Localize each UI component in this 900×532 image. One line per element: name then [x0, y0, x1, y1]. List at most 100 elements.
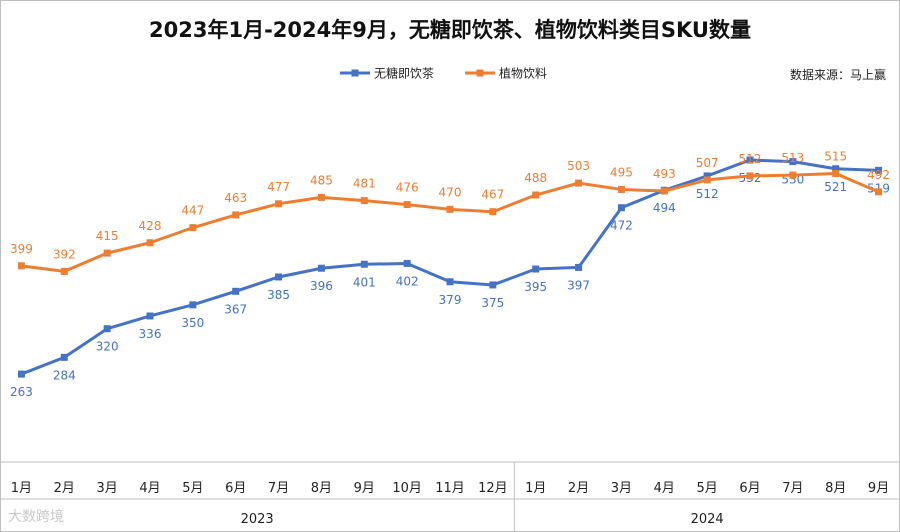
data-point	[17, 262, 25, 270]
data-point	[403, 259, 411, 267]
data-point	[532, 265, 540, 273]
data-label: 396	[310, 279, 333, 293]
data-label: 467	[481, 188, 504, 202]
data-point	[875, 188, 883, 196]
data-label: 503	[567, 159, 590, 173]
data-label: 379	[439, 293, 462, 307]
x-tick-label: 6月	[225, 481, 246, 496]
data-point	[17, 370, 25, 378]
data-point	[146, 312, 154, 320]
data-source-note: 数据来源：马上赢	[789, 68, 886, 82]
x-tick-label: 12月	[478, 481, 508, 496]
x-tick-label: 6月	[739, 481, 760, 496]
x-tick-label: 8月	[311, 481, 332, 496]
legend-swatch-marker	[351, 69, 359, 77]
chart-title: 2023年1月-2024年9月，无糖即饮茶、植物饮料类目SKU数量	[149, 18, 751, 42]
data-point	[360, 260, 368, 268]
data-point	[275, 273, 283, 281]
data-point	[703, 176, 711, 184]
data-label: 399	[10, 242, 33, 256]
data-point	[617, 185, 625, 193]
data-point	[446, 278, 454, 286]
data-point	[832, 170, 840, 178]
data-label: 392	[53, 247, 76, 261]
data-label: 493	[653, 167, 676, 181]
x-tick-label: 10月	[392, 481, 422, 496]
data-point	[575, 263, 583, 271]
data-label: 470	[439, 185, 462, 199]
x-tick-label: 1月	[525, 481, 546, 496]
data-label: 512	[739, 152, 762, 166]
data-point	[746, 156, 754, 164]
data-point	[617, 204, 625, 212]
x-tick-label: 8月	[825, 481, 846, 496]
data-label: 521	[824, 180, 847, 194]
data-label: 385	[267, 288, 290, 302]
data-label: 428	[139, 219, 162, 233]
x-year-label: 2023	[241, 512, 274, 527]
data-label: 401	[353, 275, 376, 289]
data-label: 488	[524, 171, 547, 185]
data-point	[189, 224, 197, 232]
data-label: 284	[53, 368, 76, 382]
data-point	[189, 301, 197, 309]
data-label: 375	[481, 296, 504, 310]
legend-label: 植物饮料	[499, 66, 547, 81]
data-label: 367	[224, 302, 247, 316]
data-point	[575, 179, 583, 187]
data-point	[746, 172, 754, 180]
x-tick-label: 5月	[182, 481, 203, 496]
data-point	[232, 287, 240, 295]
x-tick-label: 11月	[435, 481, 465, 496]
watermark-text: 大数跨境	[8, 509, 64, 525]
data-point	[103, 249, 111, 257]
data-point	[875, 166, 883, 174]
x-tick-label: 9月	[354, 481, 375, 496]
data-point	[832, 165, 840, 173]
x-tick-label: 4月	[139, 481, 160, 496]
data-point	[360, 197, 368, 205]
data-label: 447	[181, 204, 204, 218]
data-label: 485	[310, 173, 333, 187]
data-label: 492	[867, 168, 890, 182]
data-label: 495	[610, 165, 633, 179]
data-label: 350	[181, 316, 204, 330]
data-label: 476	[396, 181, 419, 195]
data-label: 263	[10, 385, 33, 399]
data-label: 513	[781, 151, 804, 165]
x-tick-label: 5月	[697, 481, 718, 496]
data-point	[703, 172, 711, 180]
data-label: 507	[696, 156, 719, 170]
data-point	[60, 267, 68, 275]
data-point	[232, 211, 240, 219]
x-tick-label: 7月	[268, 481, 289, 496]
x-tick-label: 4月	[654, 481, 675, 496]
data-label: 415	[96, 229, 119, 243]
data-point	[275, 200, 283, 208]
data-point	[489, 281, 497, 289]
x-year-label: 2024	[691, 512, 724, 527]
data-point	[789, 171, 797, 179]
data-point	[103, 325, 111, 333]
data-point	[532, 191, 540, 199]
data-label: 395	[524, 280, 547, 294]
data-label: 481	[353, 177, 376, 191]
data-label: 463	[224, 191, 247, 205]
data-label: 397	[567, 278, 590, 292]
x-tick-label: 1月	[11, 481, 32, 496]
data-point	[660, 187, 668, 195]
data-label: 512	[696, 187, 719, 201]
data-point	[489, 208, 497, 216]
data-label: 320	[96, 340, 119, 354]
legend-swatch-marker	[476, 69, 484, 77]
data-label: 515	[824, 150, 847, 164]
data-point	[403, 201, 411, 209]
data-label: 336	[139, 327, 162, 341]
data-point	[789, 158, 797, 166]
x-tick-label: 3月	[611, 481, 632, 496]
data-point	[317, 193, 325, 201]
x-tick-label: 9月	[868, 481, 889, 496]
x-tick-label: 2月	[568, 481, 589, 496]
